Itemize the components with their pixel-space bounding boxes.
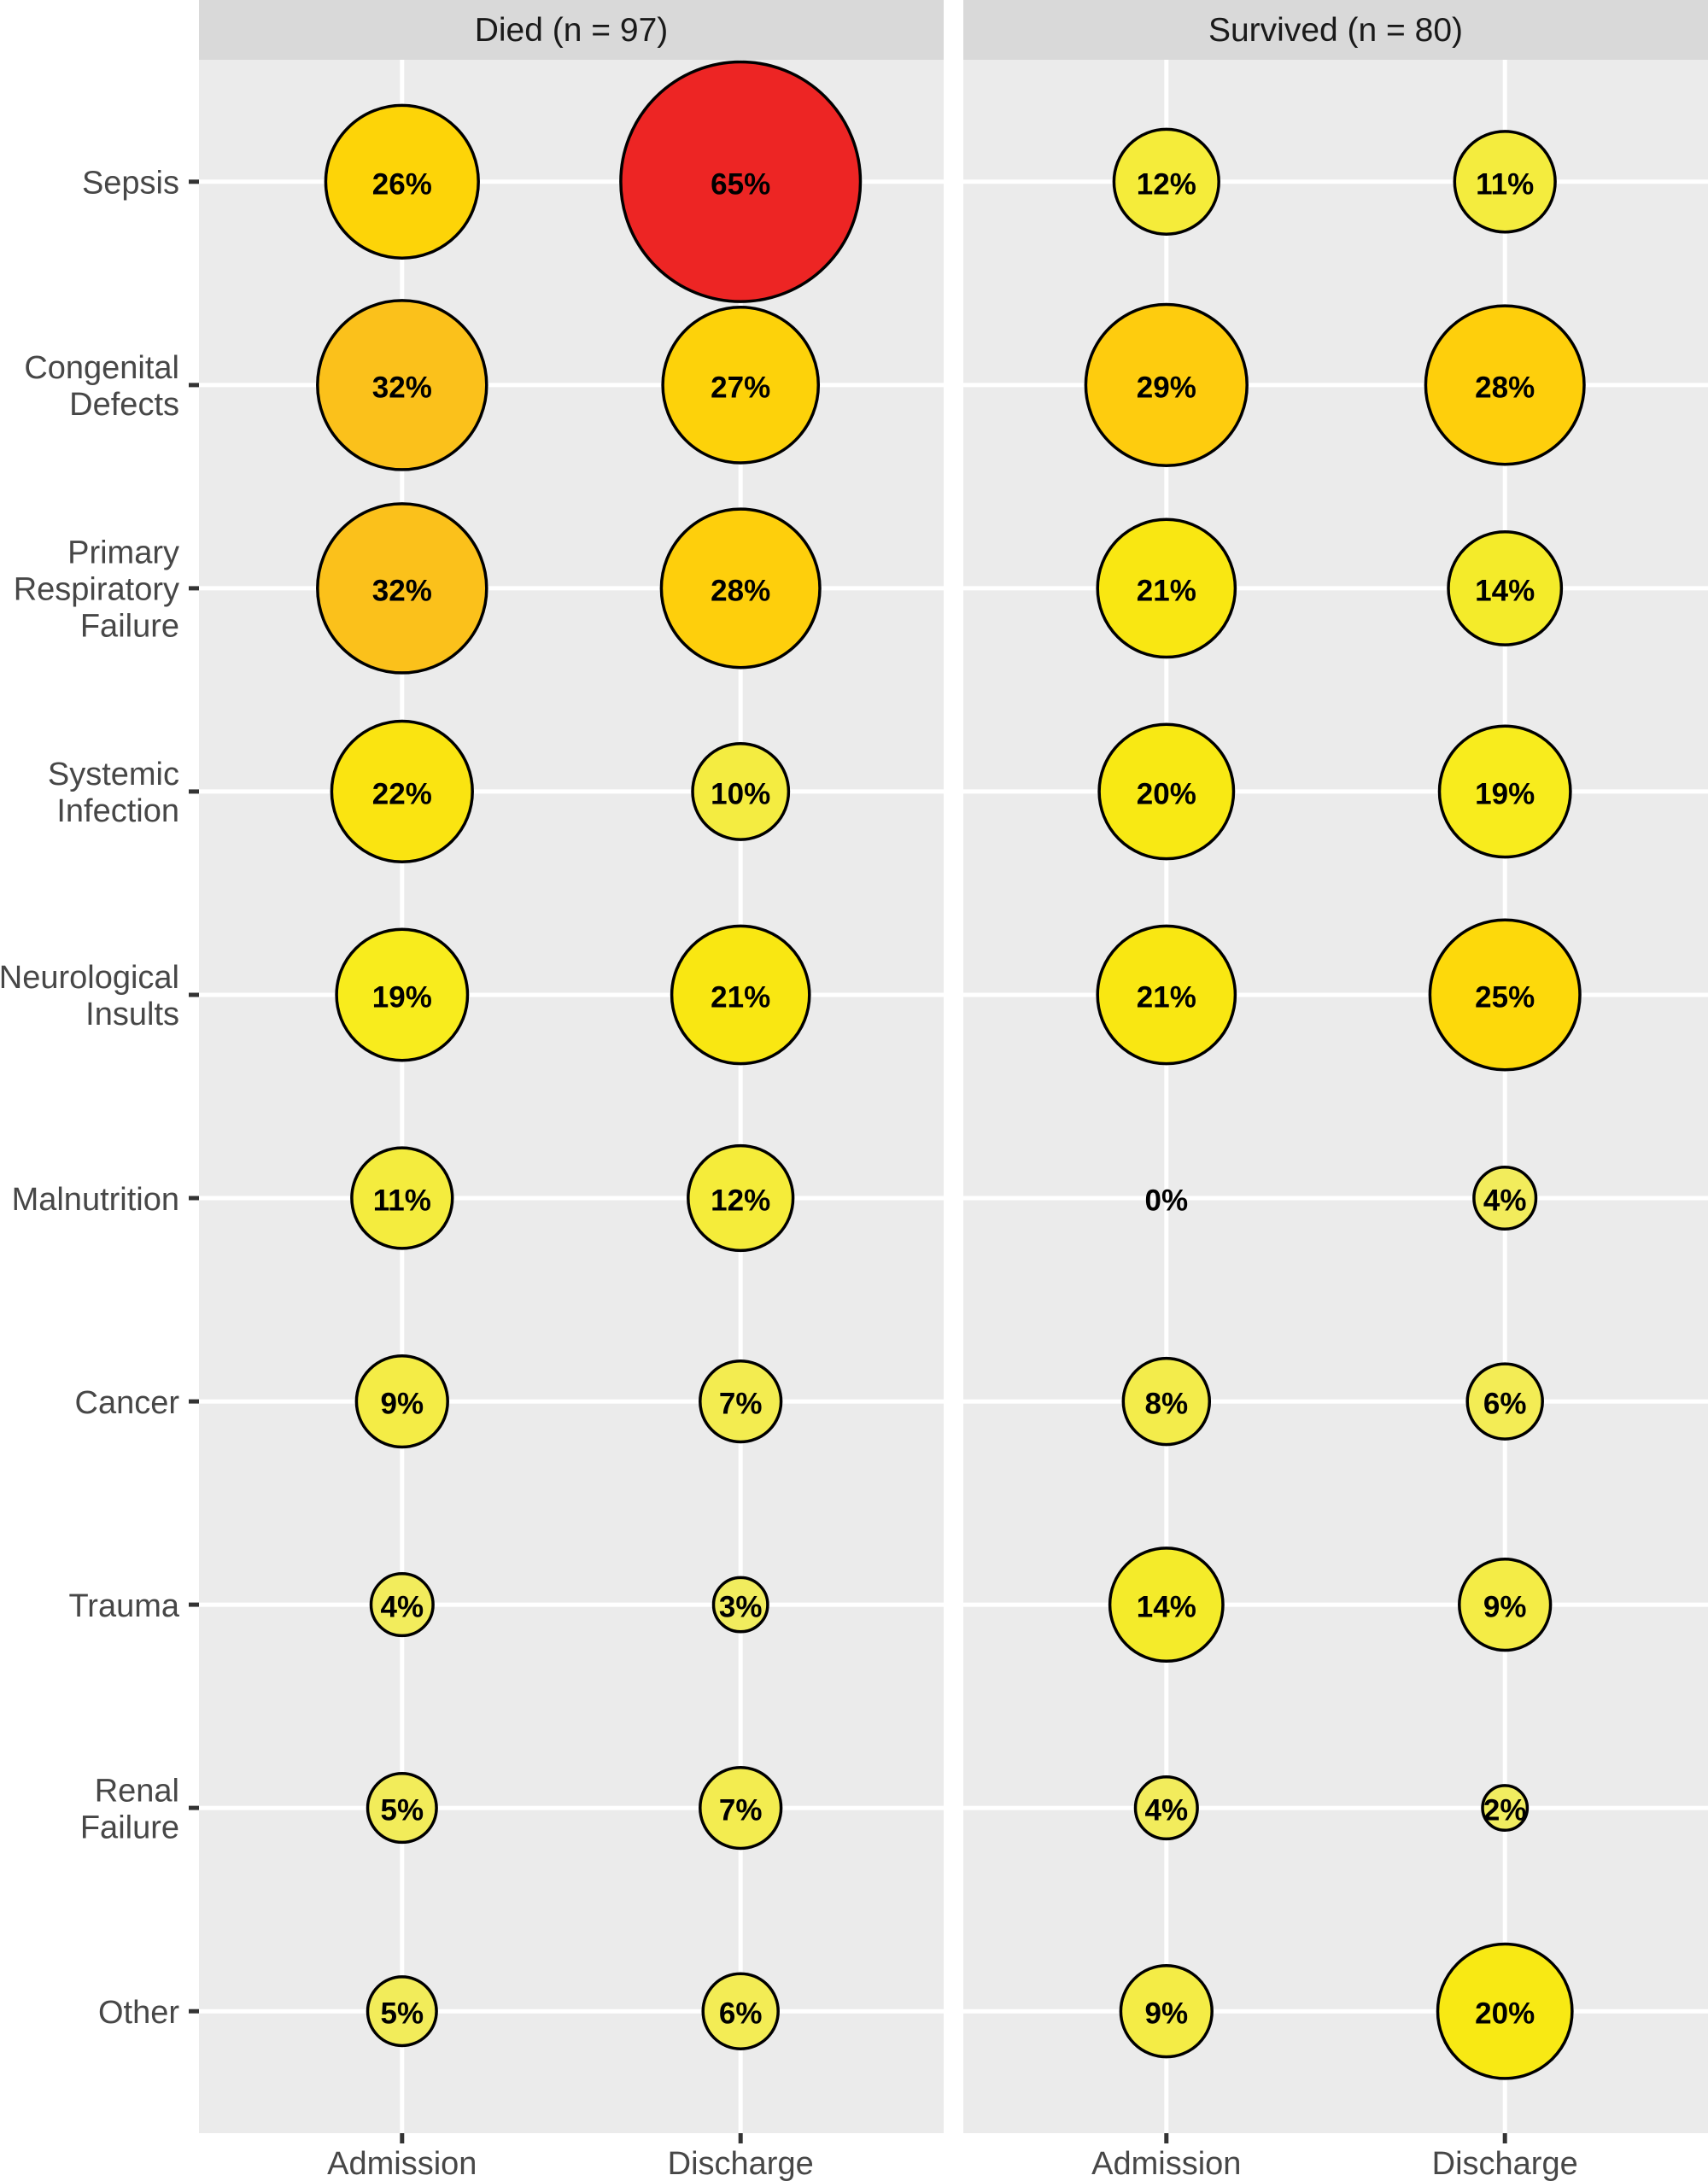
svg-text:Other: Other (98, 1995, 179, 2031)
svg-text:28%: 28% (711, 574, 770, 607)
svg-text:12%: 12% (1137, 167, 1196, 201)
svg-text:Discharge: Discharge (668, 2146, 814, 2181)
svg-text:11%: 11% (373, 1184, 431, 1218)
svg-text:4%: 4% (1483, 1184, 1527, 1218)
svg-text:Infection: Infection (56, 793, 179, 829)
svg-text:9%: 9% (381, 1388, 424, 1421)
svg-text:65%: 65% (711, 167, 770, 201)
svg-text:2%: 2% (1483, 1794, 1527, 1827)
svg-text:11%: 11% (1476, 167, 1534, 201)
svg-text:Failure: Failure (80, 1810, 179, 1845)
svg-text:9%: 9% (1483, 1591, 1527, 1624)
svg-text:6%: 6% (1483, 1388, 1527, 1421)
svg-text:0%: 0% (1145, 1184, 1189, 1218)
svg-text:20%: 20% (1475, 1997, 1535, 2031)
svg-text:Malnutrition: Malnutrition (12, 1182, 179, 1218)
svg-text:14%: 14% (1137, 1591, 1196, 1624)
svg-text:Insults: Insults (85, 997, 179, 1032)
svg-text:4%: 4% (381, 1591, 424, 1624)
svg-text:5%: 5% (381, 1794, 424, 1827)
svg-text:27%: 27% (711, 371, 770, 404)
svg-text:Failure: Failure (80, 609, 179, 645)
svg-text:12%: 12% (711, 1184, 770, 1218)
svg-text:Neurological: Neurological (0, 960, 179, 996)
svg-text:32%: 32% (372, 371, 432, 404)
svg-text:14%: 14% (1475, 574, 1535, 607)
svg-text:22%: 22% (372, 777, 432, 810)
svg-text:Respiratory: Respiratory (14, 572, 179, 608)
svg-text:20%: 20% (1137, 777, 1196, 810)
svg-text:19%: 19% (372, 981, 432, 1014)
svg-text:7%: 7% (719, 1794, 763, 1827)
svg-text:Cancer: Cancer (75, 1385, 180, 1421)
svg-text:5%: 5% (381, 1997, 424, 2031)
svg-text:Admission: Admission (327, 2146, 477, 2181)
svg-text:29%: 29% (1137, 371, 1196, 404)
svg-text:Primary: Primary (67, 535, 179, 571)
svg-text:19%: 19% (1475, 777, 1535, 810)
svg-text:Survived (n = 80): Survived (n = 80) (1208, 12, 1463, 49)
svg-text:26%: 26% (372, 167, 432, 201)
svg-text:8%: 8% (1145, 1388, 1189, 1421)
svg-text:32%: 32% (372, 574, 432, 607)
svg-text:Sepsis: Sepsis (82, 166, 179, 202)
svg-text:Died (n = 97): Died (n = 97) (475, 12, 669, 49)
svg-text:28%: 28% (1475, 371, 1535, 404)
svg-text:Trauma: Trauma (68, 1588, 179, 1624)
svg-text:21%: 21% (711, 981, 770, 1014)
svg-text:Systemic: Systemic (48, 757, 179, 792)
svg-text:Discharge: Discharge (1432, 2146, 1578, 2181)
svg-text:Renal: Renal (95, 1773, 179, 1809)
svg-text:25%: 25% (1475, 981, 1535, 1014)
svg-text:Admission: Admission (1091, 2146, 1241, 2181)
svg-text:21%: 21% (1137, 981, 1196, 1014)
svg-text:Congenital: Congenital (24, 350, 179, 386)
svg-text:7%: 7% (719, 1388, 763, 1421)
svg-text:3%: 3% (719, 1591, 763, 1624)
svg-text:4%: 4% (1145, 1794, 1189, 1827)
svg-text:9%: 9% (1145, 1997, 1189, 2031)
svg-text:10%: 10% (711, 777, 770, 810)
svg-text:21%: 21% (1137, 574, 1196, 607)
svg-text:6%: 6% (719, 1997, 763, 2031)
svg-text:Defects: Defects (69, 387, 179, 423)
